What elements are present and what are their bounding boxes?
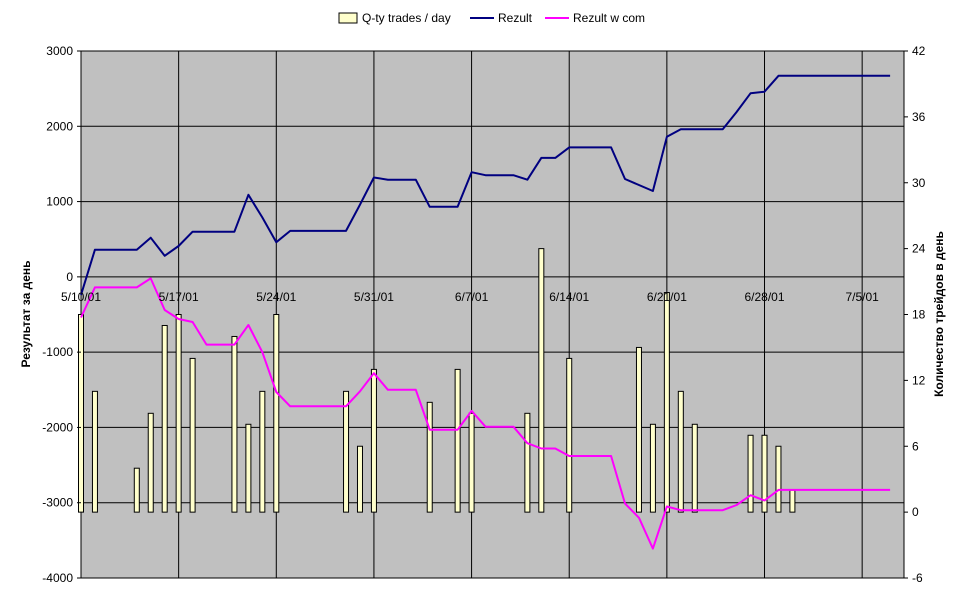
x-tick-label: 6/14/01 [549,290,589,304]
y-left-tick-labels: 3000 2000 1000 0 -1000 -2000 -3000 -4000 [42,44,81,585]
legend-swatch-bars [338,12,358,24]
bar [691,423,698,513]
bar [78,314,84,513]
y-left-tick-label: 3000 [46,44,73,58]
x-tick-label: 6/21/01 [647,290,687,304]
lines-series [80,74,891,550]
bar [273,314,280,513]
y-right-tick-label: 30 [912,176,926,190]
x-tick-label: 6/7/01 [455,290,489,304]
bar [161,324,168,513]
legend-label-rezult: Rezult [498,11,533,25]
bar [175,314,182,513]
x-tick-label: 5/17/01 [159,290,199,304]
bar [245,423,252,513]
bar [635,346,642,513]
bar [538,248,545,513]
bar [454,368,461,513]
bar [747,434,754,513]
y-left-axis-title: Результат за день [19,261,33,368]
bar [343,390,350,513]
bar [677,390,684,513]
y-right-axis-title: Количество трейдов в день [932,231,946,397]
x-tick-label: 5/31/01 [354,290,394,304]
bar [133,467,140,513]
bar [468,412,475,513]
bar [189,357,196,513]
bar [566,357,573,513]
bar [370,368,377,513]
y-left-tick-label: -2000 [42,420,73,434]
y-left-tick-label: -3000 [42,496,73,510]
y-right-tick-label: 24 [912,242,926,256]
y-left-tick-label: 1000 [46,195,73,209]
x-tick-label: 5/24/01 [256,290,296,304]
bar [775,445,782,513]
bars-series [78,248,796,513]
x-tick-label: 7/5/01 [845,290,879,304]
x-tick-label: 5/10/01 [61,290,101,304]
series-line-rezult-w-com [80,277,891,550]
y-right-tick-label: -6 [912,571,923,585]
x-axis-tick-labels: 5/10/01 5/17/01 5/24/01 5/31/01 6/7/01 6/14/0… [61,290,879,304]
legend: Q-ty trades / day Rezult Rezult w com [338,11,645,25]
y-left-tick-label: -4000 [42,571,73,585]
y-right-tick-labels: 42 36 30 24 18 12 6 0 -6 [904,44,926,585]
x-tick-label: 6/28/01 [744,290,784,304]
series-line-rezult [80,74,891,296]
y-right-tick-label: 42 [912,44,926,58]
y-right-tick-label: 18 [912,308,926,322]
legend-label-rezult-com: Rezult w com [573,11,645,25]
y-right-tick-label: 0 [912,505,919,519]
bar [649,423,656,513]
bar [761,434,768,513]
bar [663,292,670,513]
bar [231,335,238,513]
bar [426,401,433,513]
y-left-tick-label: -1000 [42,345,73,359]
bar [524,412,531,513]
bar [789,489,796,513]
y-left-tick-label: 2000 [46,119,73,133]
bar [91,390,98,513]
bar [259,390,266,513]
y-right-tick-label: 36 [912,110,926,124]
y-right-tick-label: 6 [912,439,919,453]
y-right-tick-label: 12 [912,373,926,387]
bar [147,412,154,513]
legend-label-bars: Q-ty trades / day [362,11,451,25]
bar [356,445,363,513]
y-left-tick-label: 0 [66,270,73,284]
